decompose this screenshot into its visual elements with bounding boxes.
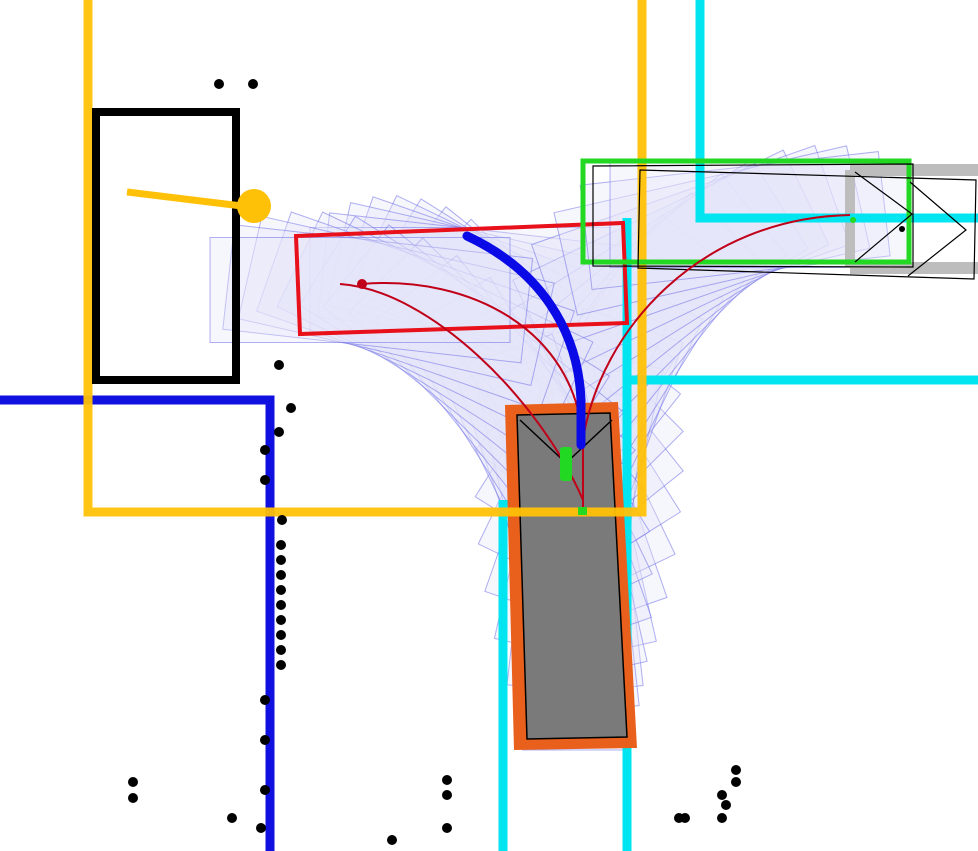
obstacle-points xyxy=(128,79,741,845)
path-to-right xyxy=(582,214,851,510)
goal-box-right-chevron-b xyxy=(907,181,967,277)
obstacle-point-icon xyxy=(274,360,284,370)
cyan-lane-upper-left xyxy=(695,0,978,223)
swept-footprint-44 xyxy=(209,237,511,343)
obstacle-point-icon xyxy=(277,515,287,525)
obstacle-point-icon xyxy=(276,570,286,580)
pointer-knob-icon xyxy=(237,189,271,223)
pointer-line xyxy=(126,188,251,211)
goal-box-left xyxy=(293,220,630,337)
obstacle-point-icon xyxy=(276,645,286,655)
obstacle-point-icon xyxy=(256,823,266,833)
obstacle-point-icon xyxy=(276,555,286,565)
parked-box xyxy=(92,108,240,384)
obstacle-point-icon xyxy=(276,540,286,550)
obstacle-point-icon xyxy=(248,79,258,89)
obstacle-point-icon xyxy=(717,790,727,800)
obstacle-point-icon xyxy=(286,403,296,413)
vehicle-origin-marker xyxy=(578,507,587,515)
obstacle-point-icon xyxy=(260,695,270,705)
obstacle-point-icon xyxy=(260,735,270,745)
obstacle-point-icon xyxy=(387,835,397,845)
swept-footprint-26 xyxy=(530,144,851,345)
obstacle-point-icon xyxy=(276,585,286,595)
goal-box-right-outline-a xyxy=(592,163,914,268)
swept-footprint-42 xyxy=(237,215,555,386)
obstacle-point-icon xyxy=(274,427,284,437)
obstacle-point-icon xyxy=(442,790,452,800)
vehicle-heading-marker xyxy=(560,447,572,481)
goal-box-right-chevron-a xyxy=(854,171,913,263)
start-marker-icon xyxy=(357,279,367,289)
goal-marker-icon xyxy=(850,217,856,223)
selected-path xyxy=(462,231,586,450)
obstacle-point-icon xyxy=(260,475,270,485)
obstacle-point-icon xyxy=(731,765,741,775)
obstacle-point-icon xyxy=(721,800,731,810)
obstacle-point-icon xyxy=(276,600,286,610)
obstacle-point-icon xyxy=(276,615,286,625)
vehicle-current xyxy=(505,402,637,750)
yellow-region xyxy=(83,0,647,517)
obstacle-point-icon xyxy=(128,777,138,787)
obstacle-point-icon xyxy=(260,785,270,795)
obstacle-point-icon xyxy=(214,79,224,89)
obstacle-point-icon xyxy=(276,630,286,640)
goal-box-right-dot xyxy=(899,226,905,232)
goal-box-right-outline-b xyxy=(637,169,977,280)
obstacle-point-icon xyxy=(128,793,138,803)
obstacle-point-icon xyxy=(717,813,727,823)
obstacle-point-icon xyxy=(731,777,741,787)
obstacle-point-icon xyxy=(260,445,270,455)
obstacle-point-icon xyxy=(680,813,690,823)
obstacle-point-icon xyxy=(227,813,237,823)
obstacle-point-icon xyxy=(442,775,452,785)
obstacle-point-icon xyxy=(442,823,452,833)
obstacle-point-icon xyxy=(276,660,286,670)
